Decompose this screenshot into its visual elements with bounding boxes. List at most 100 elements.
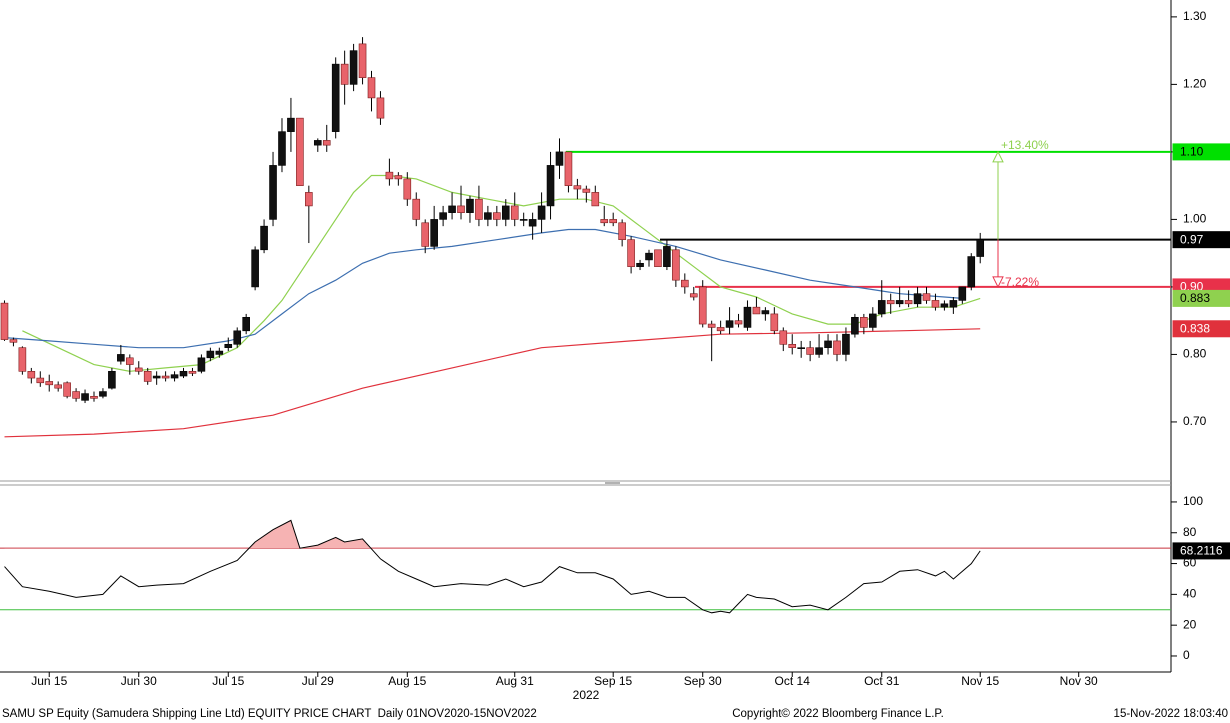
candle-body: [188, 371, 197, 374]
candle-body: [179, 371, 188, 377]
candle-body: [537, 205, 546, 220]
candle-body: [510, 205, 519, 220]
footer-right: 15-Nov-2022 18:03:40: [1114, 708, 1228, 720]
candle-body: [421, 222, 430, 247]
candle-body: [600, 219, 609, 224]
candle-body: [869, 313, 877, 328]
moving-average: [4, 228, 963, 349]
y-tick-label: 0.70: [1183, 414, 1207, 428]
candle-body: [743, 306, 752, 328]
candle-body: [815, 347, 823, 355]
candle-body: [734, 320, 743, 325]
candle-body: [484, 212, 492, 220]
candle-body: [134, 367, 143, 372]
candle-body: [99, 391, 107, 397]
y-tick-label: 40: [1183, 587, 1197, 601]
x-tick-label: Sep 30: [684, 674, 722, 688]
candle-body: [269, 165, 277, 220]
annotation-label: +13.40%: [1001, 138, 1049, 152]
candle-body: [197, 357, 206, 372]
candle-body: [466, 198, 474, 213]
candle-body: [313, 140, 322, 146]
candle-body: [788, 344, 797, 348]
candle-body: [143, 371, 152, 382]
price-panel: +13.40% -7.22%: [0, 37, 1171, 438]
candle-body: [126, 357, 134, 365]
candle-body: [555, 151, 564, 166]
candle-body: [54, 384, 62, 389]
x-tick-label: Oct 14: [775, 674, 811, 688]
level-label: 1.10: [1180, 145, 1204, 159]
x-tick-label: Oct 31: [864, 674, 900, 688]
rsi-last-label-box: [1172, 542, 1230, 560]
y-tick-label: 80: [1183, 525, 1197, 539]
candle-body: [698, 286, 707, 325]
moving-average: [4, 328, 981, 438]
x-tick-label: Aug 15: [388, 674, 426, 688]
candle-body: [824, 340, 832, 348]
level-label-box: [1172, 143, 1230, 161]
ma-last-label-box: [1172, 320, 1230, 338]
candle-body: [618, 222, 626, 240]
candle-body: [546, 165, 555, 207]
candle-body: [716, 327, 725, 332]
x-tick-label: Aug 31: [496, 674, 534, 688]
axes: 0.700.800.901.001.101.201.30020406080100…: [31, 9, 1230, 688]
candle-body: [0, 302, 9, 340]
candle-body: [528, 219, 537, 227]
candle-body: [663, 246, 671, 267]
candle-body: [27, 371, 36, 379]
candle-body: [152, 375, 161, 379]
candle-body: [689, 293, 698, 298]
candle-body: [81, 393, 89, 401]
candle-body: [305, 192, 313, 207]
candle-body: [770, 313, 779, 332]
candle-body: [367, 77, 376, 99]
candle-body: [251, 249, 259, 288]
candle-body: [439, 212, 447, 220]
candle-body: [564, 151, 573, 186]
candle-body: [860, 316, 868, 328]
candle-body: [430, 219, 438, 247]
candle-body: [457, 205, 465, 213]
candle-body: [949, 300, 958, 308]
x-tick-label: Nov 30: [1060, 674, 1098, 688]
candle-body: [886, 300, 895, 305]
candle-body: [475, 198, 483, 220]
level-label-box: [1172, 231, 1230, 249]
candle-body: [296, 117, 304, 186]
candle-body: [681, 279, 689, 288]
candle-body: [842, 333, 850, 355]
rsi-line: [4, 519, 981, 614]
arrow-head: [992, 276, 1004, 289]
candle-body: [90, 395, 98, 399]
candle-body: [519, 219, 528, 221]
rsi-last-label: 68.2116: [1180, 544, 1223, 558]
candle-body: [967, 256, 976, 288]
candle-body: [287, 117, 295, 132]
candle-body: [242, 316, 250, 332]
candle-body: [493, 212, 501, 220]
x-tick-label: Jun 30: [121, 674, 157, 688]
candle-body: [412, 198, 421, 220]
candle-body: [278, 131, 286, 166]
y-tick-label: 1.00: [1183, 212, 1207, 226]
x-tick-label: Nov 15: [961, 674, 999, 688]
candle-body: [573, 185, 582, 190]
candle-body: [322, 140, 331, 146]
level-label: 0.97: [1180, 232, 1204, 246]
y-tick-label: 0: [1183, 648, 1190, 662]
candle-body: [940, 303, 949, 308]
candle-body: [958, 286, 967, 301]
candle-body: [779, 330, 788, 345]
footer-center: Copyright© 2022 Bloomberg Finance L.P.: [732, 708, 944, 720]
candle-body: [672, 249, 680, 281]
candle-body: [851, 316, 859, 335]
candle-body: [18, 347, 27, 372]
x-tick-label: Sep 15: [594, 674, 632, 688]
candle-body: [349, 50, 358, 85]
y-tick-label: 1.20: [1183, 77, 1207, 91]
candle-body: [645, 252, 653, 261]
